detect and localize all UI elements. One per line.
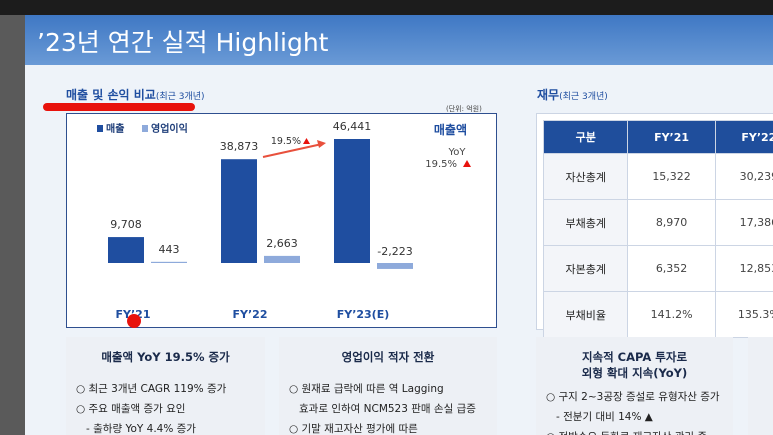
- info-box: 영업이익 적자 전환 ○ 원재료 급락에 따른 역 Lagging 효과로 인하여 …: [279, 337, 497, 435]
- series-label: 매출액: [434, 122, 467, 137]
- table-cell: 15,322: [627, 153, 716, 200]
- table-cell: 부채비율: [542, 291, 629, 338]
- bar: [377, 263, 413, 269]
- box-item: ○ 최근 3개년 CAGR 119% 증가: [76, 383, 227, 395]
- chart-box: 매출 9,708 38,873 46,441 영업이익 443 2,663 -2,223 FY’…: [66, 113, 497, 328]
- table-cell: 6,352: [627, 245, 716, 292]
- arrow-head: [317, 140, 326, 148]
- info-box: [748, 337, 773, 435]
- title: 매출 및 손익 비교: [66, 88, 156, 102]
- table-cell: 8,970: [627, 199, 716, 246]
- box-item: ○ 구지 2~3공장 증설로 유형자산 증가: [546, 391, 720, 403]
- slide-title: ’23년 연간 실적 Highlight: [37, 28, 329, 57]
- value-label: 9,708: [110, 218, 142, 231]
- box-title: 영업이익 적자 전환: [279, 349, 497, 365]
- up-triangle: [303, 138, 310, 144]
- bar: [264, 255, 300, 263]
- header-cell: FY’21: [627, 120, 716, 154]
- bar: [334, 139, 370, 263]
- unit: (단위: 억원): [446, 105, 482, 113]
- table-cell: 17,386: [714, 199, 773, 246]
- growth-arrow: [262, 143, 323, 158]
- section-title: 매출 및 손익 비교(최근 3개년): [66, 86, 205, 103]
- legend-label: 매출: [106, 122, 124, 135]
- table-cell: 자본총계: [542, 245, 629, 292]
- pointer-dot: [127, 314, 141, 328]
- table-cell: 141.2%: [627, 291, 716, 338]
- info-box: 매출액 YoY 19.5% 증가 ○ 최근 3개년 CAGR 119% 증가 ○ 주…: [66, 337, 265, 435]
- box-item: - 전분기 대비 14% ▲: [556, 411, 653, 423]
- up-triangle: [463, 160, 471, 167]
- box-item: ○ 주요 매출액 증가 요인: [76, 403, 186, 415]
- box-items: ○ 최근 3개년 CAGR 119% 증가 ○ 주요 매출액 증가 요인 - 출하량…: [66, 379, 265, 435]
- title: 재무: [537, 88, 560, 102]
- chart: 매출 9,708 38,873 46,441 영업이익 443 2,663 -2,223 FY’…: [97, 120, 471, 321]
- subtitle: (최근 3개년): [559, 92, 608, 102]
- box-item: - 출하량 YoY 4.4% 증가: [86, 423, 196, 435]
- left-strip: [0, 15, 25, 435]
- arrow-label: 19.5%: [271, 136, 301, 147]
- highlight-mark: [43, 103, 195, 111]
- header-row: 구분 FY’21 FY’22: [542, 120, 773, 154]
- value-label: 2,663: [266, 237, 298, 250]
- table-cell: 자산총계: [542, 153, 629, 200]
- value-label: 46,441: [333, 120, 372, 133]
- category-label: FY’23(E): [337, 308, 390, 321]
- box-item: ○ 전방수요 둔화로 재고자산 관리 중: [546, 427, 733, 435]
- header-cell: FY’22: [714, 120, 773, 154]
- bar: [221, 159, 257, 263]
- bar: [151, 261, 187, 263]
- box-item: ○ 원재료 급락에 따른 역 Lagging: [289, 383, 444, 395]
- table-box: 구분FY’21FY’22자산총계15,32230,239부채총계8,97017,…: [536, 113, 773, 338]
- legend-label: 영업이익: [151, 122, 188, 135]
- bar: [108, 237, 144, 263]
- header: ’23년 연간 실적 Highlight: [25, 15, 773, 65]
- table: 구분FY’21FY’22자산총계15,32230,239부채총계8,97017,…: [542, 120, 773, 338]
- subtitle: (최근 3개년): [155, 92, 205, 102]
- box-title-line: 지속적 CAPA 투자로: [581, 350, 688, 364]
- table-cell: 30,239: [714, 153, 773, 200]
- box-item: 효과로 인하여 NCM523 판매 손실 급증: [299, 403, 476, 415]
- value-label: 38,873: [220, 140, 259, 153]
- box-item: ○ 기말 재고자산 평가에 따른: [289, 423, 418, 435]
- value-label: -2,223: [377, 245, 412, 258]
- yoy-value: 19.5%: [425, 159, 457, 170]
- yoy-label: YoY: [447, 147, 466, 158]
- table-cell: 12,853: [714, 245, 773, 292]
- value-label: 443: [159, 243, 180, 256]
- box-title-line: 외형 확대 지속(YoY): [581, 366, 688, 380]
- legend-swatch: [97, 125, 103, 132]
- header-cell: 구분: [542, 120, 629, 154]
- box-title-line: 영업이익 적자 전환: [341, 350, 435, 364]
- box-title: 매출액 YoY 19.5% 증가: [66, 349, 265, 365]
- table-cell: 부채총계: [542, 199, 629, 246]
- legend-swatch: [142, 125, 148, 132]
- box-title-line: 매출액 YoY 19.5% 증가: [101, 350, 230, 364]
- box-items: ○ 구지 2~3공장 증설로 유형자산 증가 - 전분기 대비 14% ▲ ○ 전방…: [536, 387, 733, 435]
- top-bar: [0, 0, 773, 15]
- table-cell: 135.3%: [714, 291, 773, 338]
- section-title: 재무(최근 3개년): [537, 86, 608, 103]
- box-items: ○ 원재료 급락에 따른 역 Lagging 효과로 인하여 NCM523 판매 …: [279, 379, 497, 435]
- category-label: FY’22: [233, 308, 268, 321]
